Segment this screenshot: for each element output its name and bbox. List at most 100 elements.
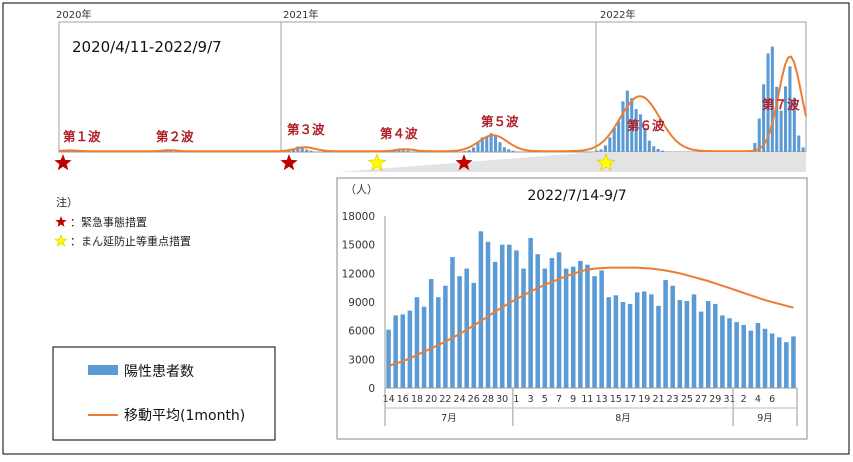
detail-bar	[471, 282, 477, 388]
overview-bar	[401, 149, 405, 152]
x-tick-label: 21	[652, 394, 664, 405]
wave-label-1: 第１波	[63, 129, 101, 144]
legend-box	[52, 346, 276, 441]
month-label: 8月	[615, 413, 631, 424]
detail-bar	[528, 237, 533, 388]
x-tick-label: 29	[709, 394, 721, 405]
detail-bar	[791, 336, 796, 388]
detail-bar	[428, 279, 434, 388]
overview-bar	[797, 135, 801, 152]
note-priority-star-icon	[54, 234, 68, 247]
overview-bar	[634, 109, 638, 152]
detail-bar	[393, 315, 398, 388]
detail-bars	[386, 231, 796, 388]
detail-chart-title: 2022/7/14-9/7	[527, 188, 626, 204]
overview-bar	[603, 145, 607, 152]
x-tick-label: 27	[695, 394, 707, 405]
x-tick-label: 20	[425, 394, 437, 405]
detail-y-axis: 0 3000 6000 9000 12000 15000 18000	[342, 211, 386, 395]
detail-bar	[705, 301, 711, 388]
notes: 注） ：緊急事態措置 ：まん延防止等重点措置	[54, 195, 191, 248]
note-emergency-star-icon	[55, 216, 67, 227]
overview-bar	[661, 150, 665, 152]
month-label: 9月	[757, 413, 773, 424]
overview-bar	[621, 101, 625, 152]
detail-bar	[748, 330, 754, 388]
notes-title: 注）	[56, 195, 78, 209]
x-tick-label: 16	[397, 394, 409, 405]
wave-label-3: 第３波	[287, 122, 325, 137]
overview-bar	[625, 90, 629, 152]
wave-label-4: 第４波	[380, 126, 418, 141]
detail-bar	[578, 260, 583, 388]
x-tick-label: 2	[741, 394, 747, 405]
detail-bar	[670, 285, 675, 388]
overview-bar	[472, 147, 476, 152]
detail-bar	[649, 294, 654, 388]
wave-label-2: 第２波	[156, 129, 194, 144]
y-tick-label: 6000	[348, 326, 375, 338]
x-tick-label: 5	[542, 394, 548, 405]
detail-bar	[563, 268, 569, 388]
overview-bar	[612, 128, 616, 152]
overview-bar	[775, 86, 779, 152]
detail-bar	[585, 264, 590, 388]
detail-bar	[606, 297, 612, 388]
overview-period-label: 2020/4/11-2022/9/7	[72, 38, 222, 56]
detail-bar	[734, 322, 739, 388]
detail-bar	[450, 257, 455, 388]
detail-bar	[599, 270, 604, 388]
detail-bar	[762, 328, 768, 388]
x-tick-label: 4	[755, 394, 761, 405]
legend-bar-swatch	[88, 365, 118, 375]
star-icon	[54, 234, 68, 247]
y-tick-label: 15000	[342, 240, 375, 252]
overview-bar	[757, 118, 761, 152]
x-tick-label: 14	[383, 394, 395, 405]
y-tick-label: 9000	[348, 297, 375, 309]
x-tick-label: 11	[581, 394, 593, 405]
overview-bar	[766, 53, 770, 152]
x-tick-label: 6	[769, 394, 775, 405]
detail-bar	[698, 311, 704, 388]
x-tick-label: 19	[638, 394, 650, 405]
overview-markers	[54, 153, 616, 171]
overview-bar	[287, 150, 291, 152]
overview-bar	[652, 146, 656, 152]
detail-bar	[769, 333, 775, 388]
y-tick-label: 18000	[342, 211, 375, 223]
detail-bar	[634, 292, 640, 388]
x-tick-label: 15	[610, 394, 622, 405]
detail-bar	[443, 285, 448, 388]
x-tick-label: 1	[513, 394, 519, 405]
year-label-2021: 2021年	[283, 8, 318, 21]
marker-star-icon	[596, 153, 616, 171]
overview-bar	[599, 149, 603, 152]
detail-x-axis: 14 16 18 20 22 24 26 28 30 1 3 5 7 9 11 13 15 17 19 21 23 25 2…	[383, 387, 798, 426]
overview-bar	[630, 98, 634, 152]
detail-bar	[570, 266, 576, 388]
zoom-connector	[338, 152, 806, 172]
detail-bar	[464, 268, 469, 388]
detail-bar	[776, 337, 782, 388]
overview-bar	[647, 140, 651, 152]
overview-bar	[489, 133, 493, 152]
detail-bar	[684, 301, 690, 388]
detail-bar	[556, 252, 562, 388]
overview-bar	[467, 150, 471, 152]
detail-bar	[535, 254, 540, 388]
x-tick-label: 28	[482, 394, 494, 405]
y-tick-label: 3000	[348, 354, 375, 366]
note-priority-text: ：まん延防止等重点措置	[70, 234, 191, 248]
overview-bar	[617, 121, 621, 152]
detail-bar	[414, 297, 420, 388]
overview-chart: 2020年 2021年 2022年 2020/4/11-2022/9/7 第１波…	[54, 8, 807, 172]
x-tick-label: 22	[439, 394, 451, 405]
detail-bar	[457, 276, 462, 388]
detail-bar	[592, 276, 597, 388]
detail-bar	[521, 268, 526, 388]
detail-bar	[436, 297, 441, 388]
detail-bar	[613, 295, 619, 388]
